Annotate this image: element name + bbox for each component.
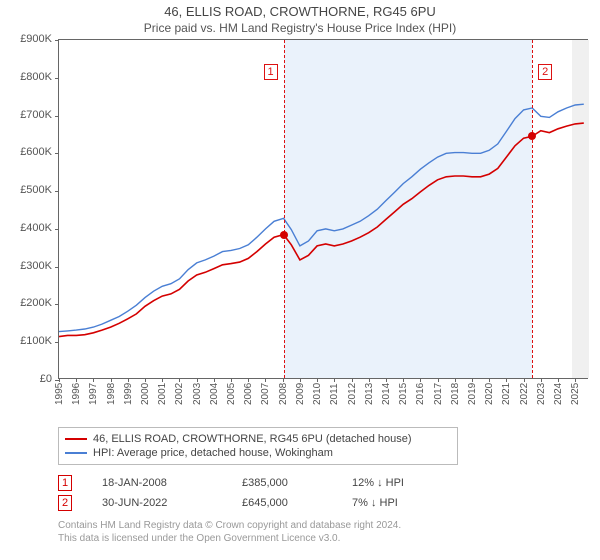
x-tick-label: 2021 bbox=[501, 383, 512, 405]
y-axis-labels: £0£100K£200K£300K£400K£500K£600K£700K£80… bbox=[8, 39, 54, 379]
x-tick-label: 2008 bbox=[278, 383, 289, 405]
line-series bbox=[59, 40, 589, 380]
x-tick-label: 2005 bbox=[226, 383, 237, 405]
sale-diff: 7% ↓ HPI bbox=[352, 497, 442, 509]
y-tick bbox=[55, 229, 59, 230]
x-tick-label: 2025 bbox=[570, 383, 581, 405]
legend: 46, ELLIS ROAD, CROWTHORNE, RG45 6PU (de… bbox=[58, 427, 458, 465]
sale-vline bbox=[284, 40, 285, 378]
y-tick bbox=[55, 304, 59, 305]
x-tick-label: 2023 bbox=[536, 383, 547, 405]
y-tick-label: £500K bbox=[20, 184, 52, 196]
sale-price: £645,000 bbox=[242, 497, 322, 509]
footer-line-1: Contains HM Land Registry data © Crown c… bbox=[58, 519, 592, 532]
footer-attribution: Contains HM Land Registry data © Crown c… bbox=[58, 519, 592, 545]
legend-swatch bbox=[65, 438, 87, 440]
sale-marker: 1 bbox=[58, 475, 72, 491]
sale-diff: 12% ↓ HPI bbox=[352, 477, 442, 489]
x-tick-label: 2012 bbox=[347, 383, 358, 405]
y-tick-label: £0 bbox=[40, 373, 52, 385]
sale-price: £385,000 bbox=[242, 477, 322, 489]
x-tick-label: 2014 bbox=[381, 383, 392, 405]
x-tick-label: 2004 bbox=[209, 383, 220, 405]
sale-date: 18-JAN-2008 bbox=[102, 477, 212, 489]
y-tick bbox=[55, 153, 59, 154]
x-tick-label: 2009 bbox=[295, 383, 306, 405]
y-tick bbox=[55, 191, 59, 192]
y-tick-label: £700K bbox=[20, 109, 52, 121]
x-tick-label: 1999 bbox=[123, 383, 134, 405]
y-tick bbox=[55, 116, 59, 117]
x-tick-label: 2019 bbox=[467, 383, 478, 405]
x-tick-label: 2015 bbox=[398, 383, 409, 405]
sale-vline bbox=[532, 40, 533, 378]
x-tick-label: 1998 bbox=[106, 383, 117, 405]
x-tick-label: 1997 bbox=[88, 383, 99, 405]
x-tick-label: 2016 bbox=[415, 383, 426, 405]
x-tick-label: 2007 bbox=[260, 383, 271, 405]
x-tick-label: 2011 bbox=[329, 383, 340, 405]
x-tick-label: 2024 bbox=[553, 383, 564, 405]
y-tick-label: £100K bbox=[20, 335, 52, 347]
legend-label: HPI: Average price, detached house, Woki… bbox=[93, 447, 333, 459]
legend-swatch bbox=[65, 452, 87, 454]
legend-row: 46, ELLIS ROAD, CROWTHORNE, RG45 6PU (de… bbox=[65, 432, 451, 446]
page-title: 46, ELLIS ROAD, CROWTHORNE, RG45 6PU bbox=[8, 4, 592, 19]
y-tick-label: £600K bbox=[20, 146, 52, 158]
chart-container: 46, ELLIS ROAD, CROWTHORNE, RG45 6PU Pri… bbox=[0, 0, 600, 545]
x-tick-label: 2006 bbox=[243, 383, 254, 405]
page-subtitle: Price paid vs. HM Land Registry's House … bbox=[8, 21, 592, 35]
y-tick-label: £400K bbox=[20, 222, 52, 234]
x-tick-label: 1996 bbox=[71, 383, 82, 405]
x-tick-label: 2003 bbox=[192, 383, 203, 405]
x-tick-label: 1995 bbox=[54, 383, 65, 405]
y-tick bbox=[55, 342, 59, 343]
sale-dot bbox=[528, 132, 536, 140]
x-axis-labels: 1995199619971998199920002001200220032004… bbox=[58, 381, 588, 401]
y-tick-label: £300K bbox=[20, 260, 52, 272]
y-tick bbox=[55, 267, 59, 268]
sale-marker-box: 1 bbox=[264, 64, 278, 80]
y-tick bbox=[55, 40, 59, 41]
sale-row: 1 18-JAN-2008 £385,000 12% ↓ HPI bbox=[58, 473, 592, 493]
x-tick-label: 2018 bbox=[450, 383, 461, 405]
x-tick-label: 2022 bbox=[519, 383, 530, 405]
sale-dot bbox=[280, 231, 288, 239]
sales-table: 1 18-JAN-2008 £385,000 12% ↓ HPI 2 30-JUN-202… bbox=[58, 473, 592, 513]
x-tick-label: 2000 bbox=[140, 383, 151, 405]
y-tick bbox=[55, 78, 59, 79]
x-tick-label: 2010 bbox=[312, 383, 323, 405]
x-tick-label: 2017 bbox=[433, 383, 444, 405]
sale-date: 30-JUN-2022 bbox=[102, 497, 212, 509]
y-tick-label: £800K bbox=[20, 71, 52, 83]
footer-line-2: This data is licensed under the Open Gov… bbox=[58, 532, 592, 545]
sale-marker-box: 2 bbox=[538, 64, 552, 80]
x-tick-label: 2002 bbox=[174, 383, 185, 405]
x-tick-label: 2020 bbox=[484, 383, 495, 405]
x-tick-label: 2001 bbox=[157, 383, 168, 405]
sale-row: 2 30-JUN-2022 £645,000 7% ↓ HPI bbox=[58, 493, 592, 513]
legend-row: HPI: Average price, detached house, Woki… bbox=[65, 446, 451, 460]
chart-area: £0 £100K £200K £300K £400K £500K £600K £700K £80… bbox=[8, 39, 592, 399]
sale-marker: 2 bbox=[58, 495, 72, 511]
series-line bbox=[59, 104, 584, 331]
plot-area: 12 bbox=[58, 39, 588, 379]
y-tick-label: £200K bbox=[20, 297, 52, 309]
legend-label: 46, ELLIS ROAD, CROWTHORNE, RG45 6PU (de… bbox=[93, 433, 412, 445]
y-tick-label: £900K bbox=[20, 33, 52, 45]
x-tick-label: 2013 bbox=[364, 383, 375, 405]
